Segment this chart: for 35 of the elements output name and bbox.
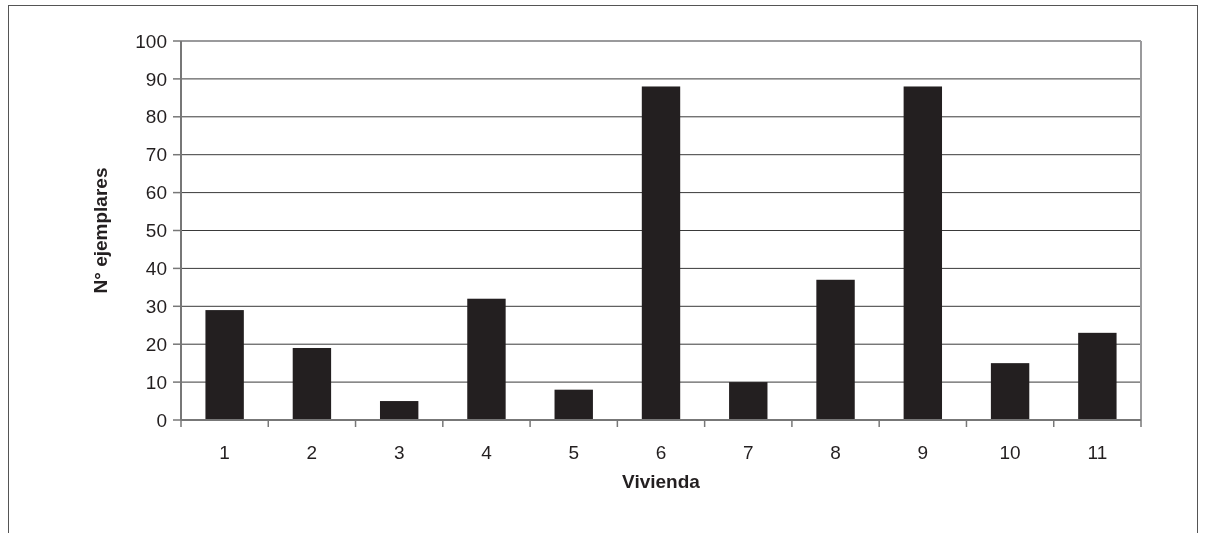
- y-tick-label: 20: [145, 333, 167, 355]
- bar: [379, 401, 419, 420]
- bar: [641, 86, 681, 420]
- bar: [292, 347, 332, 420]
- x-tick-label: 4: [481, 441, 493, 463]
- bar: [903, 86, 943, 420]
- y-tick-label: 40: [145, 258, 167, 280]
- bar: [554, 389, 593, 420]
- y-tick-label: 70: [145, 144, 167, 166]
- x-tick-label: 8: [830, 441, 841, 463]
- x-tick-label: 5: [568, 441, 580, 463]
- bar: [1078, 332, 1117, 420]
- bar: [205, 310, 244, 420]
- x-tick-label: 10: [999, 441, 1021, 463]
- y-tick-label: 80: [145, 106, 167, 128]
- y-tick-label: 50: [145, 220, 167, 242]
- x-axis-title: Vivienda: [622, 470, 701, 492]
- x-tick-label: 2: [306, 441, 318, 463]
- y-tick-label: 90: [145, 68, 167, 90]
- x-tick-label: 9: [917, 441, 929, 463]
- y-axis-title: N° ejemplares: [89, 167, 111, 294]
- x-tick-label: 7: [742, 441, 754, 463]
- x-tick-label: 11: [1087, 441, 1108, 463]
- bar: [816, 279, 855, 420]
- bar: [729, 382, 768, 420]
- y-tick-label: 60: [145, 182, 167, 204]
- y-tick-label: 0: [156, 409, 167, 431]
- bar: [467, 298, 506, 420]
- x-tick-label: 1: [219, 441, 230, 463]
- y-tick-label: 100: [135, 30, 167, 52]
- y-tick-label: 30: [145, 295, 167, 317]
- x-tick-label: 6: [655, 441, 667, 463]
- bar: [990, 363, 1030, 420]
- x-tick-label: 3: [393, 441, 405, 463]
- y-tick-label: 10: [145, 371, 167, 393]
